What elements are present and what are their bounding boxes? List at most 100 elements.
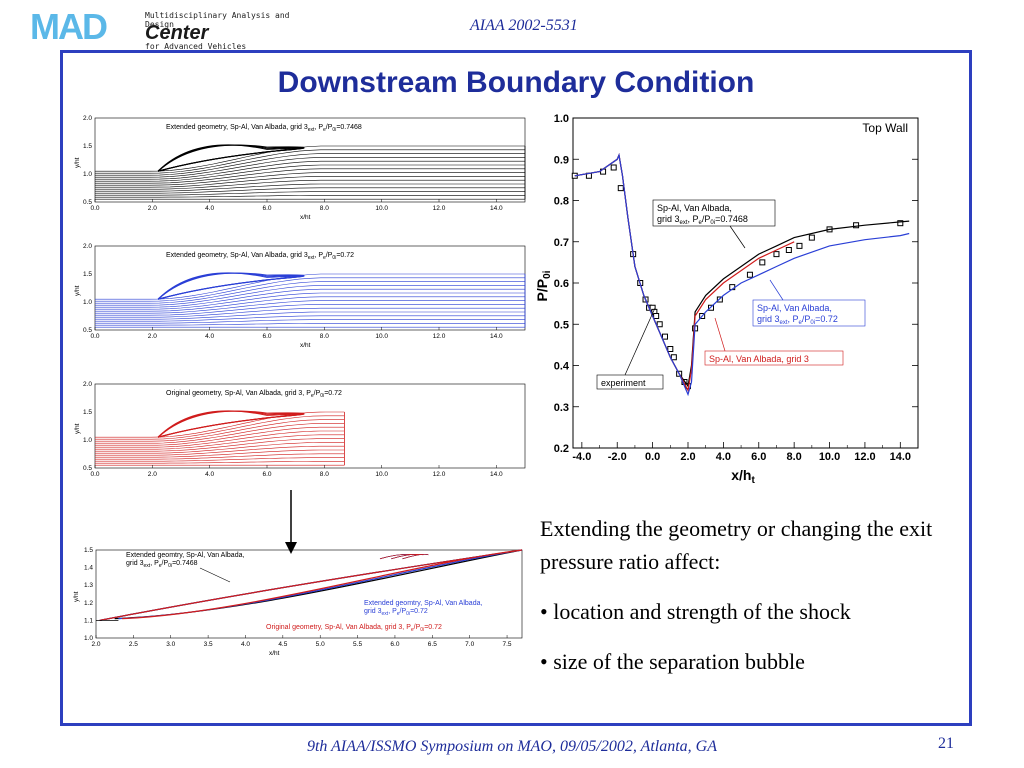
plot3-streamlines xyxy=(95,410,345,466)
x-tick-label: 8.0 xyxy=(320,205,329,212)
plot1-streamlines xyxy=(95,144,526,200)
streamline-plot-2: Extended geometry, Sp-Al, Van Albada, gr… xyxy=(74,243,526,349)
x-tick-label: 4.0 xyxy=(241,641,250,648)
y-tick-label: 1.0 xyxy=(83,437,92,444)
streamline xyxy=(95,311,525,320)
x-tick-label: 4.0 xyxy=(205,471,214,478)
plot-title-top-wall: Top Wall xyxy=(862,121,908,135)
footer-text: 9th AIAA/ISSMO Symposium on MAO, 09/05/2… xyxy=(306,738,718,755)
experiment-point xyxy=(773,251,780,258)
x-tick-label: 0.0 xyxy=(645,451,660,463)
y-axis-label: y/ht xyxy=(73,591,80,602)
x-tick-label: 10.0 xyxy=(375,205,388,212)
x-tick-label: 2.5 xyxy=(129,641,138,648)
streamline xyxy=(95,457,345,462)
streamline xyxy=(95,285,525,306)
separation-bubble xyxy=(157,272,305,300)
slide-body: Extending the geometry or changing the e… xyxy=(540,512,970,695)
x-axis-label: x/ht xyxy=(269,650,280,657)
y-tick-label: 1.0 xyxy=(83,171,92,178)
experiment-point xyxy=(796,242,803,249)
x-tick-label: 0.0 xyxy=(90,333,99,340)
pressure-series-line xyxy=(574,152,910,397)
annotation-black-2: grid 3ext, Pe/P0i=0.7468 xyxy=(126,560,198,569)
y-tick-label: 1.2 xyxy=(84,600,93,607)
bubble-curve xyxy=(99,549,523,621)
y-tick-label: 2.0 xyxy=(83,115,92,122)
svg-text:grid 3ext, Pe/P0i=0.72: grid 3ext, Pe/P0i=0.72 xyxy=(757,314,838,326)
y-tick-label: 0.5 xyxy=(83,465,92,472)
streamline-plots: Extended geometry, Sp-Al, Van Albada, gr… xyxy=(74,115,526,478)
x-tick-label: 0.0 xyxy=(90,471,99,478)
streamline-plot-1: Extended geometry, Sp-Al, Van Albada, gr… xyxy=(74,115,526,221)
logo-center-text: Center xyxy=(145,22,209,44)
annotation-blue-2: grid 3ext, Pe/P0i=0.72 xyxy=(364,608,428,617)
x-tick-label: 4.0 xyxy=(716,451,731,463)
pressure-ticks: -4.0 -2.0 0.0 2.0 4.0 6.0 8.0 10.0 12.0 14.0 0.2 0.… xyxy=(554,113,919,463)
streamline xyxy=(95,423,345,444)
streamline xyxy=(95,292,525,310)
svg-text:Sp-Al, Van Albada,: Sp-Al, Van Albada, xyxy=(657,203,732,213)
experiment-point xyxy=(746,271,753,278)
plot1-ticks: 0.0 2.0 4.0 6.0 8.0 10.0 12.0 14.0 0.5 1.0 1.5 2.0 x… xyxy=(74,115,503,221)
x-tick-label: 2.0 xyxy=(148,333,157,340)
paper-id: AIAA 2002-5531 xyxy=(470,17,578,34)
y-axis-label: y/ht xyxy=(74,423,81,434)
experiment-point xyxy=(656,321,663,328)
y-tick-label: 0.2 xyxy=(554,443,569,455)
streamline xyxy=(95,419,345,442)
comparison-plot: 2.0 2.5 3.0 3.5 4.0 4.5 5.0 5.5 6.0 6.5 7.0 7.5 1.0 1… xyxy=(73,547,523,657)
y-axis-label: P/P0i xyxy=(534,270,553,301)
streamline xyxy=(95,157,525,178)
logo-mad-text: MAD xyxy=(30,6,108,47)
x-axis-label: x/ht xyxy=(300,342,311,349)
streamline xyxy=(95,172,525,186)
annotation-black: Extended geomtry, Sp-Al, Van Albada, xyxy=(126,552,244,559)
y-tick-label: 1.1 xyxy=(84,617,93,624)
y-axis-label: y/ht xyxy=(74,157,81,168)
comparison-ticks: 2.0 2.5 3.0 3.5 4.0 4.5 5.0 5.5 6.0 6.5 7.0 7.5 1.0 1… xyxy=(73,547,512,657)
experiment-point xyxy=(785,247,792,253)
x-tick-label: 10.0 xyxy=(375,471,388,478)
x-tick-label: 8.0 xyxy=(787,451,802,463)
y-tick-label: 1.0 xyxy=(83,299,92,306)
x-tick-label: 2.0 xyxy=(680,451,695,463)
annotation-blue: Extended geomtry, Sp-Al, Van Albada, xyxy=(364,600,482,607)
x-tick-label: 14.0 xyxy=(490,205,503,212)
slide-frame xyxy=(60,50,972,726)
y-tick-label: 1.5 xyxy=(84,547,93,554)
x-tick-label: 6.5 xyxy=(428,641,437,648)
plot1-title: Extended geometry, Sp-Al, Van Albada, gr… xyxy=(166,124,362,133)
y-tick-label: 0.3 xyxy=(554,402,569,414)
streamline xyxy=(95,315,525,322)
y-tick-label: 0.8 xyxy=(554,196,569,208)
x-tick-label: 3.5 xyxy=(204,641,213,648)
x-tick-label: 7.0 xyxy=(465,641,474,648)
streamline xyxy=(95,168,525,184)
x-tick-label: -2.0 xyxy=(608,451,627,463)
x-tick-label: 6.0 xyxy=(262,205,271,212)
streamline xyxy=(95,300,525,314)
streamline xyxy=(95,304,525,316)
x-tick-label: 4.0 xyxy=(205,333,214,340)
y-tick-label: 1.0 xyxy=(554,113,569,125)
x-tick-label: 8.0 xyxy=(320,333,329,340)
pressure-curves xyxy=(571,152,910,397)
y-tick-label: 1.5 xyxy=(83,271,92,278)
separation-bubble xyxy=(157,144,305,172)
streamline xyxy=(95,191,525,196)
streamline xyxy=(95,149,525,174)
streamline xyxy=(95,434,345,450)
x-tick-label: 4.0 xyxy=(205,205,214,212)
y-tick-label: 0.7 xyxy=(554,237,569,249)
streamline xyxy=(95,160,525,180)
x-tick-label: 12.0 xyxy=(433,333,446,340)
x-tick-label: 0.0 xyxy=(90,205,99,212)
x-tick-label: 2.0 xyxy=(148,205,157,212)
x-tick-label: 2.0 xyxy=(148,471,157,478)
y-tick-label: 1.5 xyxy=(83,143,92,150)
streamline xyxy=(95,164,525,182)
streamline xyxy=(95,195,525,198)
streamline xyxy=(95,273,525,300)
y-tick-label: 0.9 xyxy=(554,154,569,166)
